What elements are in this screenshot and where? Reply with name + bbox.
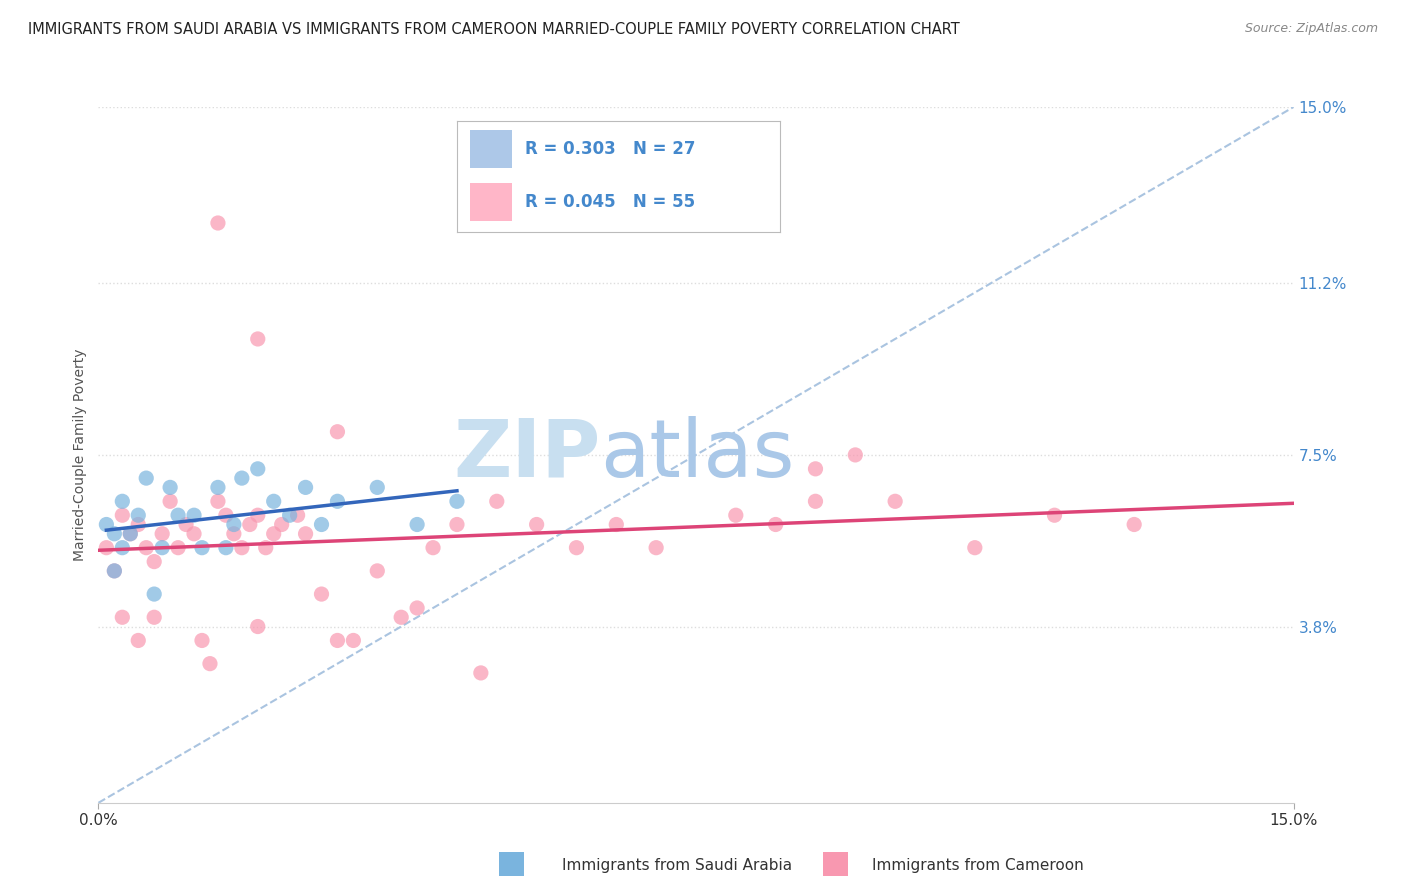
Point bbox=[96, 517, 118, 532]
Text: ZIP: ZIP bbox=[453, 416, 600, 494]
Point bbox=[215, 508, 238, 523]
Point bbox=[207, 216, 229, 230]
Point bbox=[159, 494, 181, 508]
Bar bbox=[470, 130, 512, 168]
Point bbox=[207, 480, 229, 494]
Point bbox=[645, 541, 668, 555]
Point bbox=[246, 619, 269, 633]
Point bbox=[326, 633, 349, 648]
Point bbox=[804, 494, 827, 508]
Point bbox=[263, 494, 285, 508]
Point bbox=[526, 517, 548, 532]
Text: R = 0.045   N = 55: R = 0.045 N = 55 bbox=[524, 194, 695, 211]
Point bbox=[254, 541, 277, 555]
Text: Source: ZipAtlas.com: Source: ZipAtlas.com bbox=[1244, 22, 1378, 36]
Point bbox=[366, 564, 388, 578]
Point bbox=[884, 494, 907, 508]
Point bbox=[326, 494, 349, 508]
Point bbox=[222, 526, 245, 541]
Point bbox=[150, 541, 173, 555]
Point bbox=[143, 587, 166, 601]
Point bbox=[263, 526, 285, 541]
Point bbox=[294, 480, 316, 494]
Point bbox=[565, 541, 588, 555]
Text: IMMIGRANTS FROM SAUDI ARABIA VS IMMIGRANTS FROM CAMEROON MARRIED-COUPLE FAMILY P: IMMIGRANTS FROM SAUDI ARABIA VS IMMIGRAN… bbox=[28, 22, 960, 37]
Point bbox=[111, 508, 134, 523]
Point bbox=[111, 494, 134, 508]
Point bbox=[103, 564, 125, 578]
Point bbox=[111, 541, 134, 555]
Point bbox=[111, 610, 134, 624]
Point bbox=[605, 517, 627, 532]
Point bbox=[174, 517, 197, 532]
Point bbox=[765, 517, 787, 532]
Point bbox=[446, 494, 468, 508]
Text: atlas: atlas bbox=[600, 416, 794, 494]
Point bbox=[294, 526, 316, 541]
Point bbox=[207, 494, 229, 508]
Point bbox=[804, 462, 827, 476]
Point bbox=[446, 517, 468, 532]
Point bbox=[222, 517, 245, 532]
Point bbox=[191, 541, 214, 555]
Point bbox=[485, 494, 508, 508]
Point bbox=[406, 517, 429, 532]
Point bbox=[963, 541, 986, 555]
Point bbox=[239, 517, 262, 532]
Point bbox=[183, 526, 205, 541]
Point bbox=[844, 448, 866, 462]
Point bbox=[127, 633, 149, 648]
Bar bbox=[470, 183, 512, 221]
Point bbox=[103, 564, 125, 578]
Point bbox=[167, 541, 190, 555]
Point bbox=[191, 633, 214, 648]
Point bbox=[120, 526, 142, 541]
Point bbox=[135, 471, 157, 485]
Point bbox=[246, 508, 269, 523]
Point bbox=[150, 526, 173, 541]
Point bbox=[159, 480, 181, 494]
Point bbox=[1043, 508, 1066, 523]
Point bbox=[231, 471, 253, 485]
Point bbox=[246, 462, 269, 476]
Text: Immigrants from Cameroon: Immigrants from Cameroon bbox=[872, 858, 1084, 872]
Point bbox=[287, 508, 309, 523]
Point bbox=[311, 517, 333, 532]
Point bbox=[406, 601, 429, 615]
Point bbox=[120, 526, 142, 541]
Point bbox=[215, 541, 238, 555]
Point bbox=[470, 665, 492, 680]
Text: R = 0.303   N = 27: R = 0.303 N = 27 bbox=[524, 140, 695, 158]
Point bbox=[198, 657, 221, 671]
Point bbox=[143, 610, 166, 624]
Point bbox=[183, 508, 205, 523]
Point bbox=[342, 633, 364, 648]
Point bbox=[246, 332, 269, 346]
Point bbox=[135, 541, 157, 555]
Point bbox=[422, 541, 444, 555]
Point bbox=[96, 541, 118, 555]
Point bbox=[326, 425, 349, 439]
Point bbox=[311, 587, 333, 601]
Point bbox=[389, 610, 412, 624]
Point bbox=[231, 541, 253, 555]
Y-axis label: Married-Couple Family Poverty: Married-Couple Family Poverty bbox=[73, 349, 87, 561]
Point bbox=[127, 517, 149, 532]
Point bbox=[1123, 517, 1146, 532]
Point bbox=[103, 526, 125, 541]
Point bbox=[366, 480, 388, 494]
Text: Immigrants from Saudi Arabia: Immigrants from Saudi Arabia bbox=[562, 858, 793, 872]
Point bbox=[270, 517, 292, 532]
Point bbox=[724, 508, 747, 523]
Point bbox=[127, 508, 149, 523]
Point bbox=[143, 555, 166, 569]
Point bbox=[167, 508, 190, 523]
Point bbox=[278, 508, 301, 523]
